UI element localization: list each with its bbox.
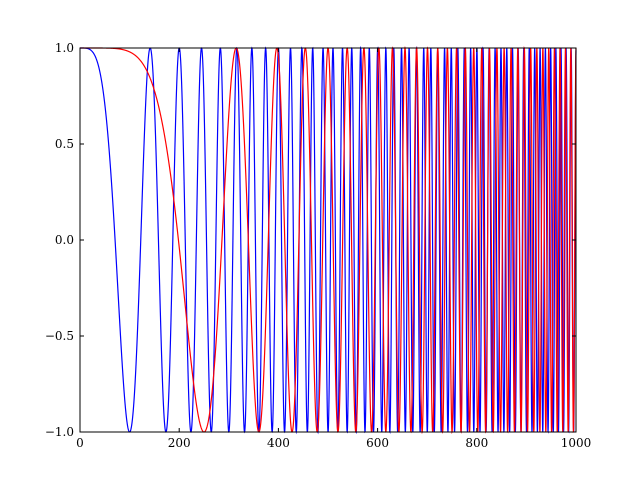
x-tick-label: 1000	[561, 436, 592, 450]
y-axis-ticks: −1.0 −0.5 0.0 0.5 1.0	[45, 41, 576, 439]
x-tick-label: 600	[366, 436, 389, 450]
x-tick-label: 800	[465, 436, 488, 450]
y-tick-label: 0.0	[55, 233, 74, 247]
x-tick-label: 400	[267, 436, 290, 450]
x-axis-ticks: 0 200 400 600 800 1000	[76, 48, 591, 450]
y-tick-label: 1.0	[55, 41, 74, 55]
y-tick-label: −0.5	[45, 329, 74, 343]
y-tick-label: −1.0	[45, 425, 74, 439]
x-tick-label: 200	[168, 436, 191, 450]
x-tick-label: 0	[76, 436, 84, 450]
y-tick-label: 0.5	[55, 137, 74, 151]
